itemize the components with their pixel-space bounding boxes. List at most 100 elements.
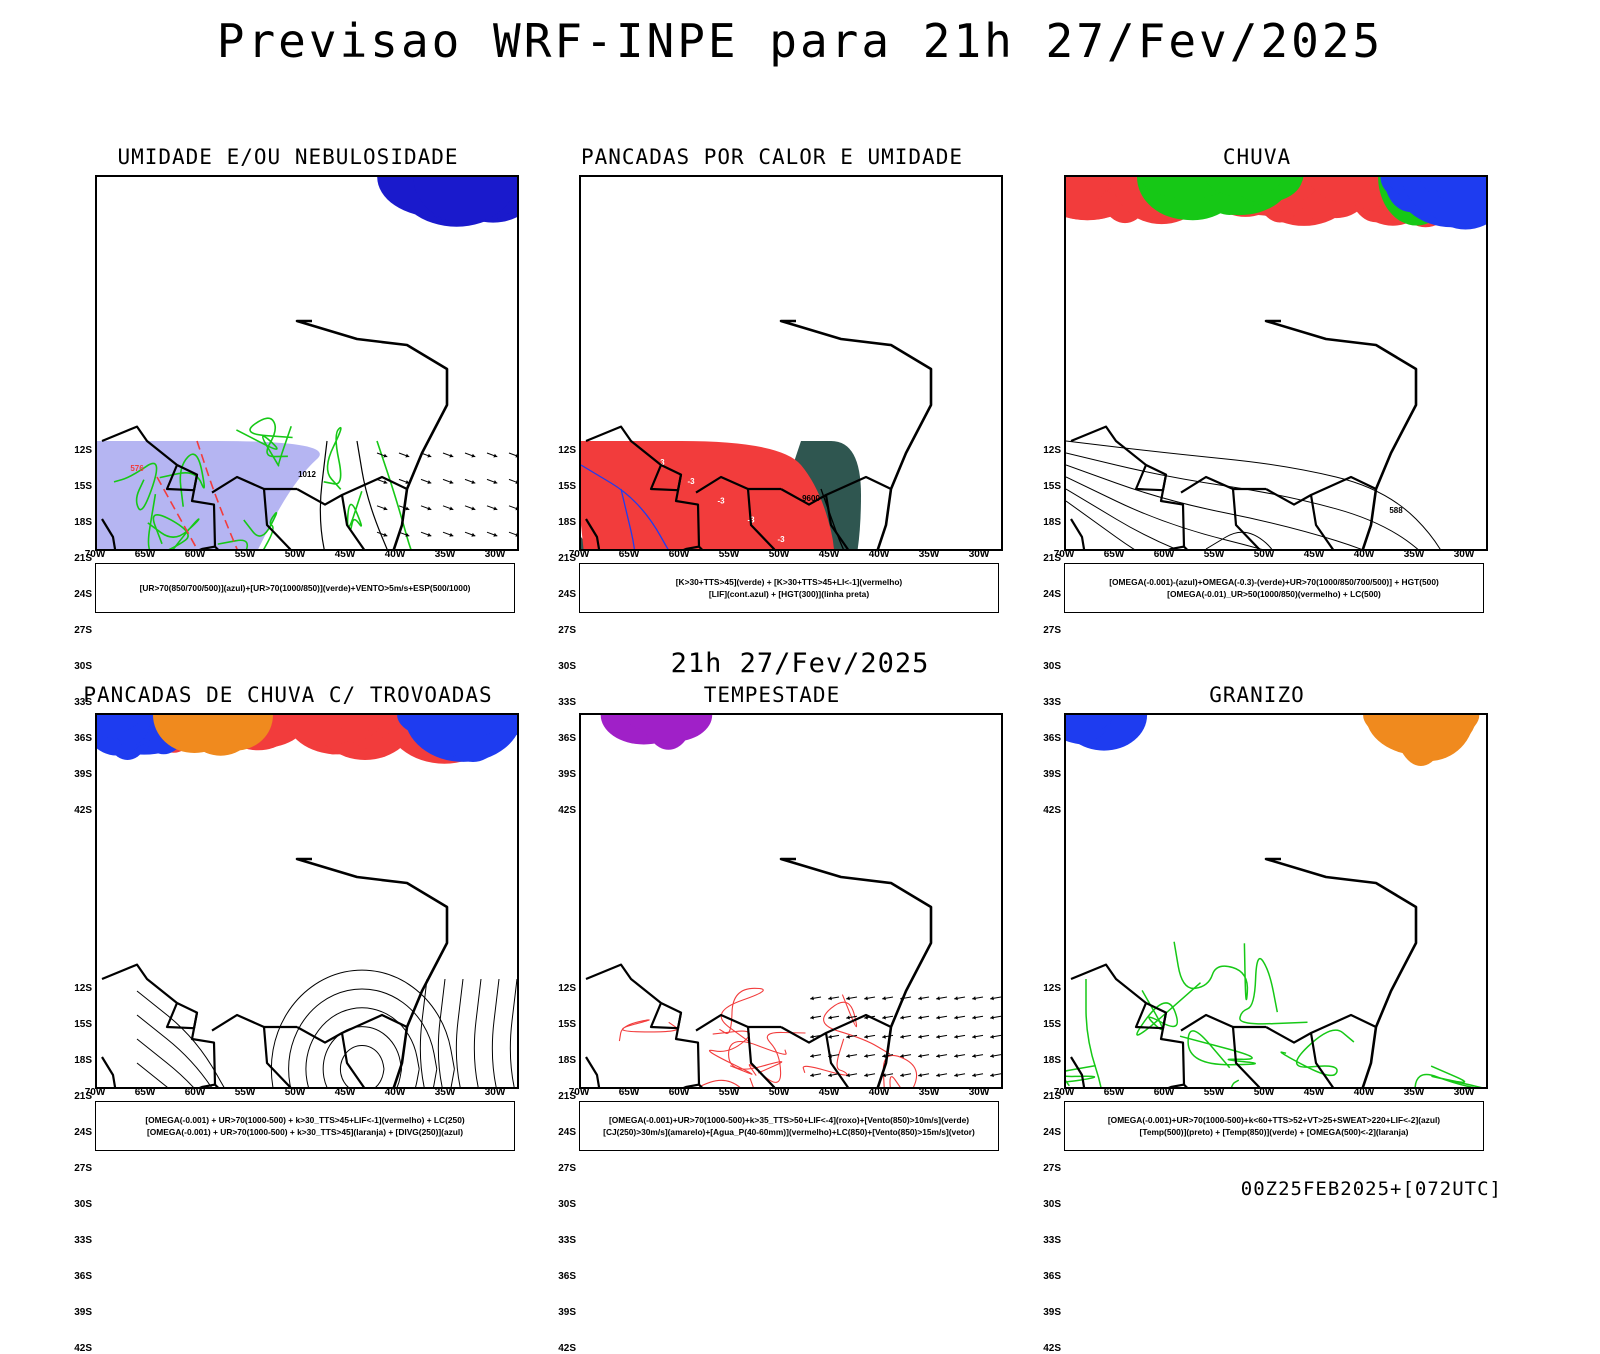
latitude-tick-label: 21S (1043, 553, 1061, 564)
temp-850-contour (1280, 1029, 1355, 1077)
wind-vector (918, 996, 930, 1001)
longitude-tick-label: 45W (818, 549, 840, 560)
political-border (585, 1056, 601, 1087)
precip-water-contour (802, 1038, 848, 1076)
wind-vector (990, 996, 1001, 1001)
longitude-tick-label: 70W (84, 549, 106, 560)
latitude-tick-label: 12S (558, 983, 576, 994)
latitude-tick-label: 36S (1043, 1271, 1061, 1282)
latitude-tick-label: 12S (1043, 983, 1061, 994)
latitude-tick-label: 27S (1043, 625, 1061, 636)
streamline (136, 1014, 212, 1087)
wind-vector (864, 1034, 876, 1039)
wind-vector (376, 505, 388, 511)
legend-box: [OMEGA(-0.001)-(azul)+OMEGA(-0.3)-(verde… (1064, 563, 1484, 613)
latitude-tick-label: 27S (558, 625, 576, 636)
political-border (341, 1013, 408, 1035)
wind-vector (398, 478, 410, 484)
wind-vector (936, 1015, 948, 1020)
data-speckle (1427, 177, 1486, 201)
wind-vector (508, 478, 517, 484)
political-border (165, 464, 199, 492)
latitude-tick-label: 24S (1043, 589, 1061, 600)
humidity-lower-contour (147, 493, 189, 549)
wind-vector (990, 1015, 1001, 1020)
wind-vector (464, 478, 476, 484)
wind-vector (846, 1015, 858, 1020)
temp-850-contour (1066, 1064, 1096, 1087)
wind-vector (972, 1015, 984, 1020)
political-border (1070, 963, 1188, 1087)
geography (585, 857, 933, 1087)
wind-vector (420, 478, 432, 484)
latitude-tick-label: 15S (1043, 1019, 1061, 1030)
longitude-tick-label: 30W (484, 1087, 506, 1098)
precip-water-contour (728, 1040, 787, 1074)
wind-vector (828, 1015, 840, 1020)
map-area (95, 713, 519, 1089)
longitude-tick-label: 70W (568, 549, 590, 560)
legend-line: [UR>70(850/700/500)](azul)+[UR>70(1000/8… (139, 583, 471, 593)
streamline (473, 978, 482, 1087)
longitude-tick-label: 60W (1153, 1087, 1175, 1098)
longitude-tick-label: 60W (668, 549, 690, 560)
wind-vector (828, 996, 840, 1001)
geography (1070, 857, 1418, 1087)
wind-vector (846, 996, 858, 1001)
latitude-tick-label: 33S (74, 1235, 92, 1246)
longitude-tick-label: 40W (1353, 549, 1375, 560)
map-svg: 960095209440936096009600-3-3-3-3-3-3-3-3 (581, 177, 933, 549)
legend-box: [UR>70(850/700/500)](azul)+[UR>70(1000/8… (95, 563, 515, 613)
height-300-contour (820, 488, 844, 549)
height-500-contour (1066, 452, 1419, 549)
map-svg: 588585582579576573570567 (1066, 177, 1486, 549)
political-border (211, 1013, 265, 1032)
data-speckle (1205, 177, 1283, 197)
latitude-tick-label: 21S (558, 553, 576, 564)
panel-title: PANCADAS DE CHUVA C/ TROVOADAS (83, 683, 493, 707)
longitude-tick-label: 45W (334, 1087, 356, 1098)
latitude-tick-label: 42S (558, 1343, 576, 1354)
contour-label: 1012 (298, 470, 316, 479)
data-speckle (720, 177, 760, 200)
longitude-tick-label: 60W (184, 1087, 206, 1098)
longitude-tick-label: 50W (1253, 1087, 1275, 1098)
height-500-contour (1066, 488, 1177, 549)
latitude-tick-label: 42S (558, 805, 576, 816)
wind-vector (846, 1053, 858, 1058)
longitude-tick-label: 65W (1103, 1087, 1125, 1098)
longitude-tick-label: 55W (1203, 549, 1225, 560)
legend-box: [OMEGA(-0.001)+UR>70(1000-500)+k>35_TTS>… (579, 1101, 999, 1151)
longitude-tick-label: 40W (868, 1087, 890, 1098)
streamline-ring (339, 1044, 385, 1087)
latitude-tick-label: 15S (558, 481, 576, 492)
latitude-tick-label: 21S (558, 1091, 576, 1102)
longitude-tick-label: 55W (234, 1087, 256, 1098)
latitude-tick-label: 39S (74, 1307, 92, 1318)
legend-line: [OMEGA(-0.01)_UR>50(1000/850)(vermelho) … (1167, 589, 1381, 599)
streamline (136, 990, 225, 1087)
longitude-tick-label: 60W (668, 1087, 690, 1098)
legend-line: [CJ(250)>30m/s](amarelo)+[Agua_P(40-60mm… (603, 1127, 975, 1137)
height-500-contour (1066, 464, 1362, 549)
political-border (262, 1025, 366, 1087)
latitude-tick-label: 24S (558, 589, 576, 600)
longitude-tick-label: 30W (968, 549, 990, 560)
longitude-tick-label: 35W (918, 549, 940, 560)
map-svg: 5765705645581012101610081020 (97, 177, 517, 549)
latitude-tick-label: 18S (558, 517, 576, 528)
coastline (1264, 857, 1418, 1087)
humidity-lower-contour (323, 427, 342, 490)
wind-vector (954, 1053, 966, 1058)
longitude-tick-label: 40W (384, 549, 406, 560)
latitude-tick-label: 12S (74, 445, 92, 456)
meteorological-fields (97, 715, 517, 1087)
panel-title: TEMPESTADE (703, 683, 841, 707)
contour-label: -3 (717, 496, 725, 505)
latitude-tick-label: 18S (74, 1055, 92, 1066)
height-500-contour (1066, 476, 1263, 549)
latitude-tick-label: 21S (74, 553, 92, 564)
wind-vector (442, 531, 454, 537)
longitude-tick-label: 45W (1303, 1087, 1325, 1098)
data-speckle (1066, 715, 1113, 735)
